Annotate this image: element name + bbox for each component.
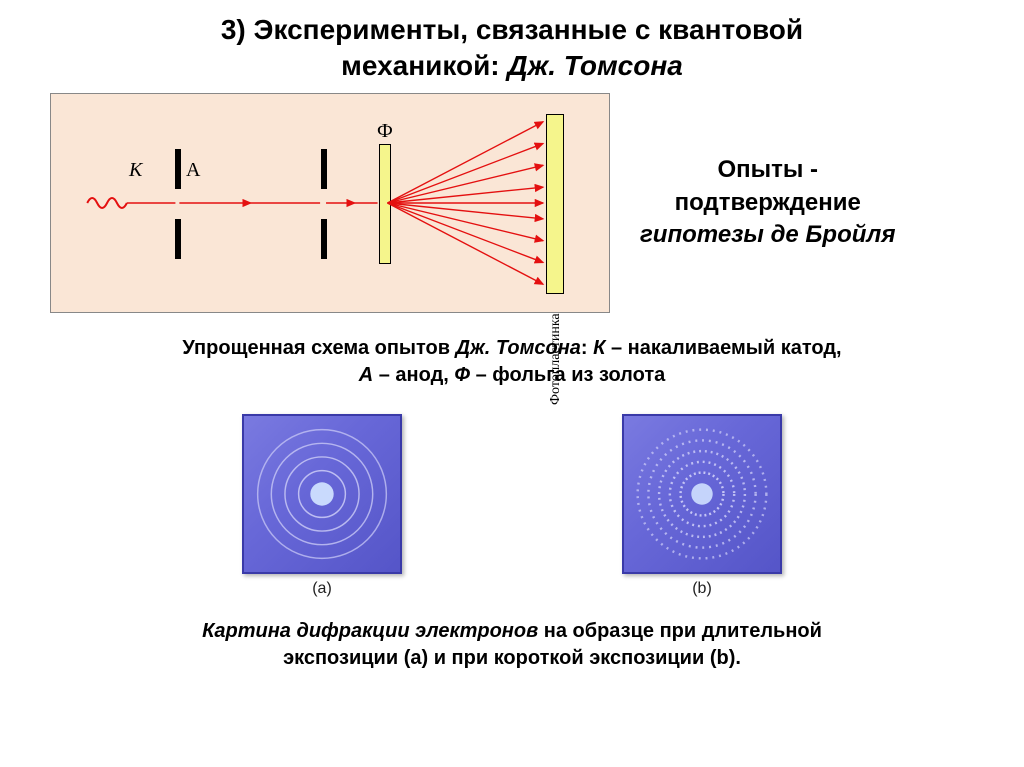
side-line3: гипотезы де Бройля xyxy=(640,221,895,248)
image-a-label: (a) xyxy=(242,580,402,598)
gold-foil xyxy=(379,144,391,264)
cap1-A: А xyxy=(359,364,373,386)
cap1-adesc: – анод, xyxy=(373,364,454,386)
thomson-schematic: К A Ф Фотопластинка xyxy=(50,93,610,313)
image-b-label: (b) xyxy=(622,580,782,598)
schematic-caption: Упрощенная схема опытов Дж. Томсона: К –… xyxy=(0,335,1024,389)
cap2-c: экспозиции (а) и при короткой экспозиции… xyxy=(283,647,741,669)
title-line2-plain: механикой: xyxy=(341,50,507,81)
cap1-fdesc: – фольга из золота xyxy=(470,364,665,386)
cap1-c: : xyxy=(581,337,593,359)
image-b-cell: (b) xyxy=(622,414,782,598)
slide-title: 3) Эксперименты, связанные с квантовой м… xyxy=(0,0,1024,93)
diffraction-pattern-b xyxy=(622,414,782,574)
cap2-b: на образце при длительной xyxy=(538,620,822,642)
label-a: A xyxy=(186,159,200,182)
label-k: К xyxy=(129,159,142,182)
photoplate xyxy=(546,114,564,294)
slit2-bottom xyxy=(321,219,327,259)
cap1-K: К xyxy=(593,337,605,359)
slit2-top xyxy=(321,149,327,189)
cap1-a: Упрощенная схема опытов xyxy=(182,337,455,359)
title-line2-italic: Дж. Томсона xyxy=(507,50,682,81)
cap1-kdesc: – накаливаемый катод, xyxy=(605,337,841,359)
title-line1: 3) Эксперименты, связанные с квантовой xyxy=(221,14,803,45)
beam-svg xyxy=(51,94,609,312)
side-line2: подтверждение xyxy=(675,189,861,216)
images-caption: Картина дифракции электронов на образце … xyxy=(0,618,1024,672)
anode-slit-bottom xyxy=(175,219,181,259)
label-f: Ф xyxy=(377,120,393,143)
side-text: Опыты - подтверждение гипотезы де Бройля xyxy=(640,154,895,251)
diffraction-pattern-a xyxy=(242,414,402,574)
image-a-cell: (a) xyxy=(242,414,402,598)
photoplate-label: Фотопластинка xyxy=(548,279,566,439)
diffraction-images-row: (a) (b) xyxy=(0,414,1024,598)
anode-slit-top xyxy=(175,149,181,189)
cap1-F: Ф xyxy=(454,364,470,386)
side-line1: Опыты - xyxy=(717,156,818,183)
upper-row: К A Ф Фотопластинка xyxy=(0,93,1024,313)
cap2-a: Картина дифракции электронов xyxy=(202,620,538,642)
